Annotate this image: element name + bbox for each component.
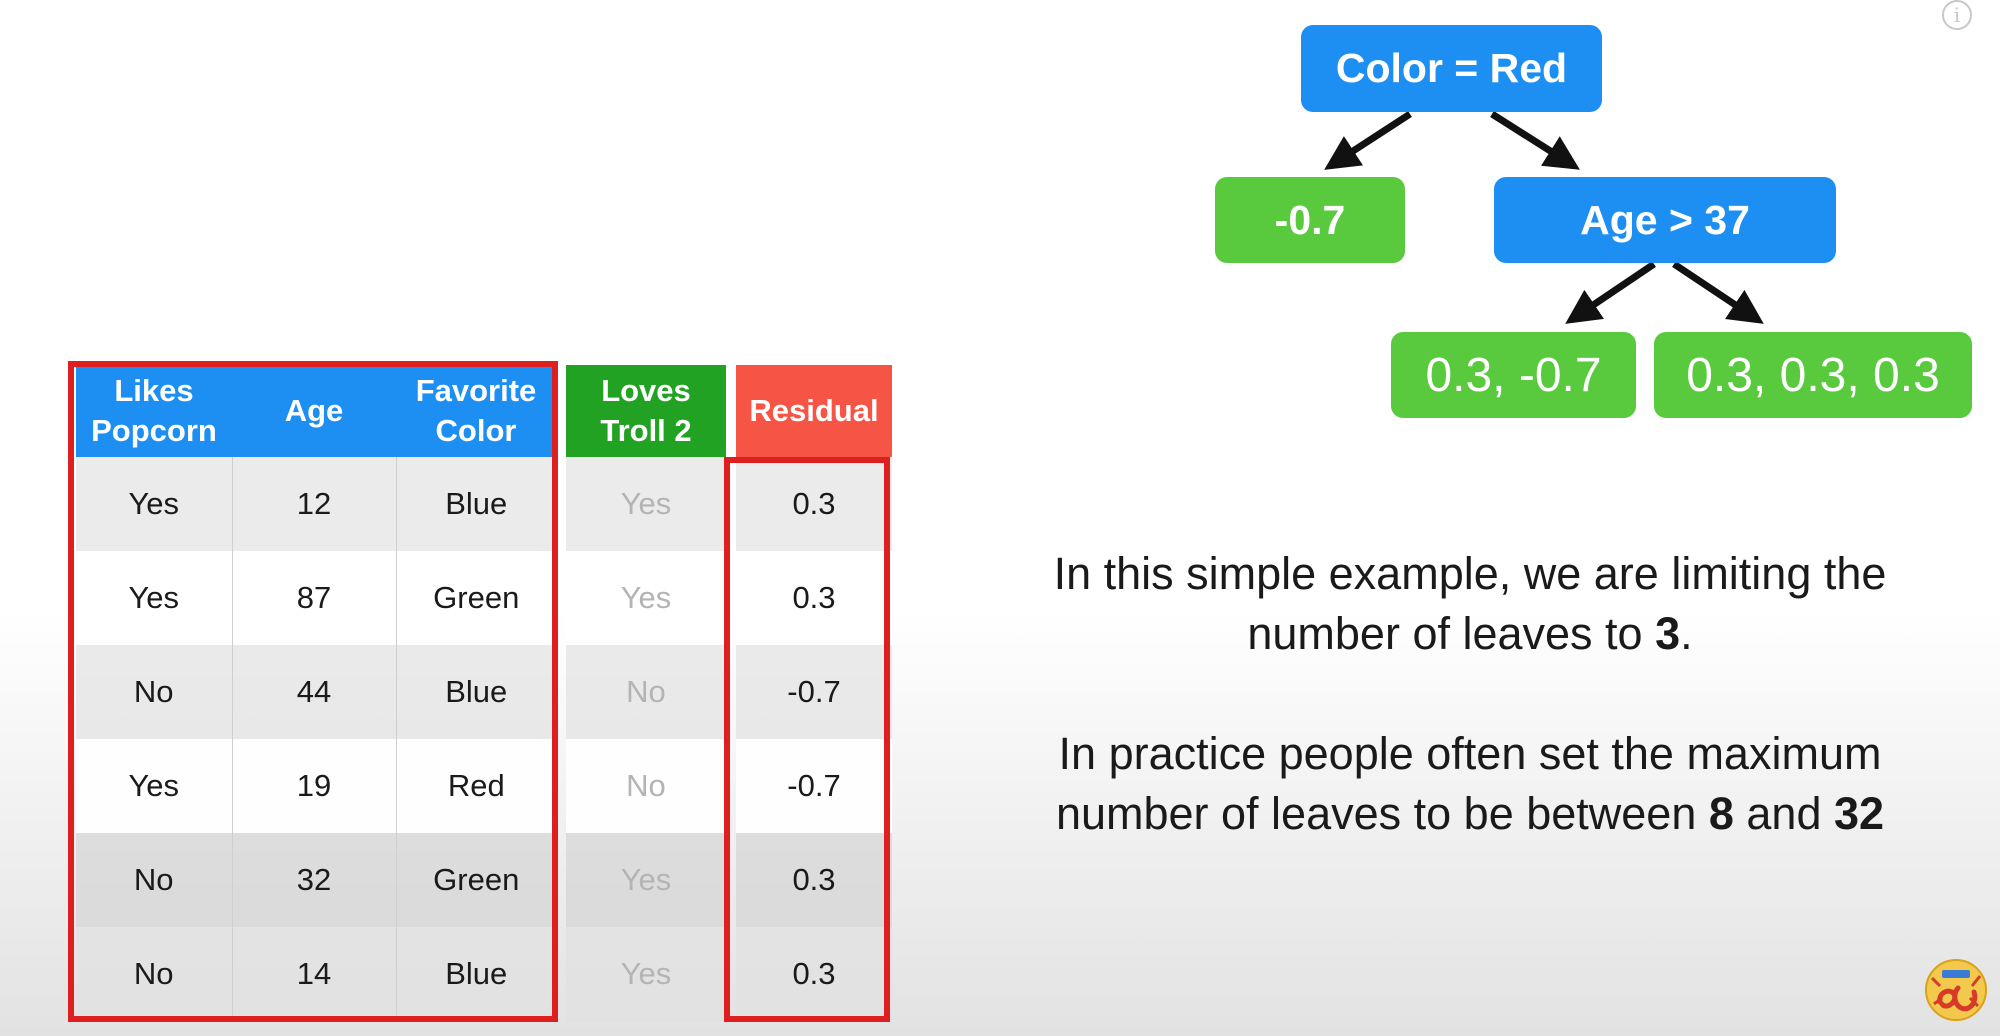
cell-favorite-color: Blue [396,457,556,551]
table-row: No 32 Green Yes 0.3 [76,833,892,927]
explanation-paragraph-1: In this simple example, we are limiting … [1053,548,1887,659]
cell-residual: 0.3 [736,927,892,1021]
cell-likes-popcorn: No [76,927,233,1021]
cell-residual: -0.7 [736,739,892,833]
cell-age: 44 [232,645,397,739]
cell-favorite-color: Blue [396,645,556,739]
cell-loves-troll-2: No [566,739,726,833]
cell-loves-troll-2: No [566,645,726,739]
cell-residual: -0.7 [736,645,892,739]
tree-inner-node-age: Age > 37 [1494,177,1836,263]
cell-loves-troll-2: Yes [566,551,726,645]
tree-root-node: Color = Red [1301,25,1602,112]
cell-age: 14 [232,927,397,1021]
statquest-logo-icon [1925,959,1987,1021]
data-table: Likes Popcorn Age Favorite Color Loves T… [76,365,893,1021]
cell-loves-troll-2: Yes [566,833,726,927]
table-row: No 44 Blue No -0.7 [76,645,892,739]
cell-likes-popcorn: Yes [76,457,233,551]
cell-age: 19 [232,739,397,833]
cell-likes-popcorn: Yes [76,739,233,833]
cell-likes-popcorn: No [76,833,233,927]
table-row: Yes 19 Red No -0.7 [76,739,892,833]
table-row: No 14 Blue Yes 0.3 [76,927,892,1021]
cell-loves-troll-2: Yes [566,927,726,1021]
explanation-paragraph-2: In practice people often set the maximum… [1055,728,1885,839]
cell-age: 87 [232,551,397,645]
cell-age: 32 [232,833,397,927]
header-favorite-color: Favorite Color [396,365,556,457]
cell-residual: 0.3 [736,833,892,927]
cell-age: 12 [232,457,397,551]
tree-leaf-high-age: 0.3, 0.3, 0.3 [1654,332,1972,418]
cell-likes-popcorn: No [76,645,233,739]
cell-loves-troll-2: Yes [566,457,726,551]
tree-leaf-low-age: 0.3, -0.7 [1391,332,1636,418]
arrow-root-to-left-leaf [1324,111,1412,170]
info-icon[interactable]: i [1942,0,1972,30]
arrow-root-to-age-node [1490,111,1580,170]
tree-leaf-left: -0.7 [1215,177,1405,263]
cell-favorite-color: Green [396,833,556,927]
table-row: Yes 87 Green Yes 0.3 [76,551,892,645]
header-residual: Residual [736,365,892,457]
table-row: Yes 12 Blue Yes 0.3 [76,457,892,551]
arrow-age-to-high-leaf [1672,261,1764,324]
header-likes-popcorn: Likes Popcorn [76,365,232,457]
header-loves-troll-2: Loves Troll 2 [566,365,726,457]
cell-residual: 0.3 [736,551,892,645]
header-age: Age [232,365,396,457]
cell-favorite-color: Red [396,739,556,833]
cell-residual: 0.3 [736,457,892,551]
cell-favorite-color: Green [396,551,556,645]
arrow-age-to-low-leaf [1565,261,1656,324]
cell-favorite-color: Blue [396,927,556,1021]
table-header-row: Likes Popcorn Age Favorite Color Loves T… [76,365,892,457]
cell-likes-popcorn: Yes [76,551,233,645]
